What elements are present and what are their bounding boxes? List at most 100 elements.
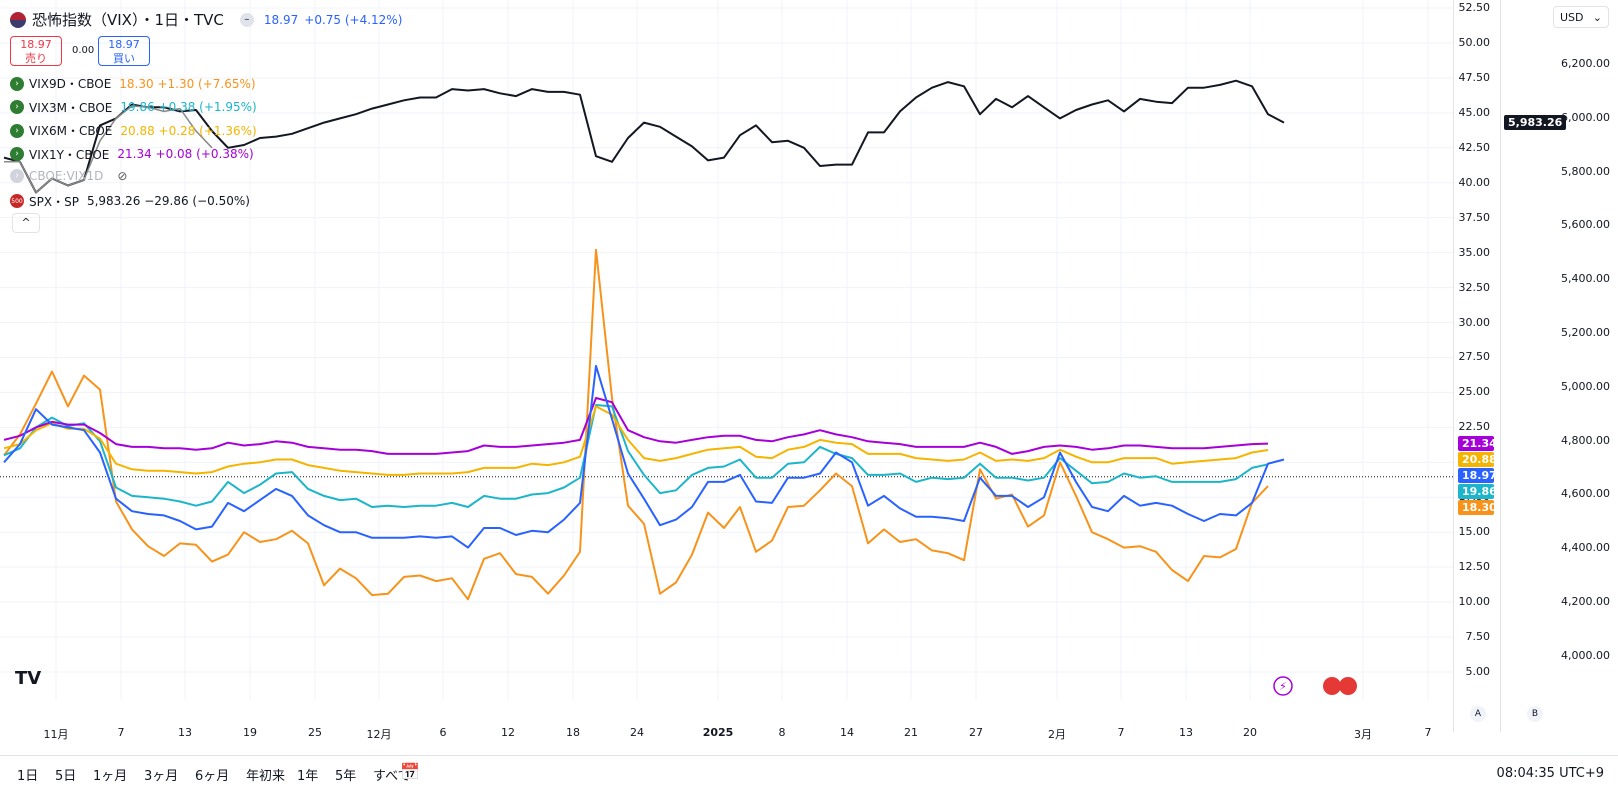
range-button[interactable]: 5年 bbox=[335, 769, 357, 784]
chart-plot[interactable]: ⚡ TV bbox=[0, 0, 1500, 732]
legend-symbol: VIX9D・CBOE bbox=[29, 77, 112, 91]
last-value-tag: 19.86 bbox=[1458, 483, 1497, 499]
right-axis-tick-label: 4,600.00 bbox=[1561, 487, 1610, 501]
range-button[interactable]: 3ヶ月 bbox=[144, 769, 179, 784]
range-button[interactable]: 1ヶ月 bbox=[93, 769, 128, 784]
series-line-spx[interactable] bbox=[3, 79, 1285, 194]
lightning-icon: ⚡ bbox=[1279, 680, 1287, 693]
calendar-icon[interactable]: 📅 bbox=[400, 762, 420, 781]
auto-scale-button[interactable]: A bbox=[1470, 706, 1486, 722]
us-flag-icon[interactable] bbox=[1339, 677, 1357, 695]
time-axis-label: 2025 bbox=[702, 726, 734, 739]
legend-symbol: VIX1Y・CBOE bbox=[29, 147, 110, 162]
right-axis-tick-label: 5,200.00 bbox=[1561, 326, 1610, 339]
gridlines bbox=[0, 0, 1453, 700]
series-icon: › bbox=[10, 100, 24, 114]
event-icon[interactable] bbox=[1273, 676, 1293, 696]
us-flag-icon[interactable] bbox=[1323, 677, 1341, 695]
series-icon: › bbox=[10, 147, 24, 161]
legend-row[interactable]: › VIX3M・CBOE 19.86 +0.38 (+1.95%) bbox=[10, 99, 257, 116]
right-axis-tick-label: 6,000.00 bbox=[1561, 110, 1610, 124]
time-axis-label: 19 bbox=[243, 726, 257, 739]
legend-symbol: VIX3M・CBOE bbox=[29, 100, 113, 115]
left-axis-tick-label: 47.50 bbox=[1458, 70, 1491, 84]
sell-price: 18.97 bbox=[20, 38, 52, 51]
right-axis-tick-label: 5,800.00 bbox=[1561, 164, 1610, 178]
last-value-tag: 20.88 bbox=[1458, 451, 1497, 467]
last-value-tag: 21.34 bbox=[1458, 435, 1497, 451]
series-layer bbox=[3, 79, 1285, 601]
range-button[interactable]: 年初来 bbox=[246, 769, 286, 784]
us-flag-icon bbox=[10, 11, 26, 28]
currency-label: USD bbox=[1560, 11, 1584, 24]
series-line-vix1d[interactable] bbox=[4, 105, 213, 194]
svg-text:TV: TV bbox=[15, 668, 41, 689]
symbol-title[interactable]: 恐怖指数（VIX）・1日・TVC bbox=[32, 11, 224, 29]
legend-values: 21.34 +0.08 (+0.38%) bbox=[117, 147, 254, 161]
right-axis-tick-label: 4,000.00 bbox=[1561, 648, 1610, 662]
buy-price: 18.97 bbox=[108, 38, 140, 51]
visibility-toggle[interactable]: – bbox=[239, 12, 254, 27]
time-axis-label: 8 bbox=[778, 726, 786, 739]
right-axis-tick-label: 5,000.00 bbox=[1561, 379, 1610, 393]
left-axis-tick-label: 22.50 bbox=[1458, 420, 1491, 434]
range-button[interactable]: 1年 bbox=[297, 769, 319, 784]
last-value-tag: 18.97 bbox=[1458, 467, 1497, 483]
legend-symbol: SPX・SP bbox=[29, 194, 79, 209]
legend-values: 18.30 +1.30 (+7.65%) bbox=[119, 76, 256, 91]
spread: 0.00 bbox=[72, 45, 95, 56]
currency-select[interactable]: USD ⌄ bbox=[1553, 6, 1609, 28]
clock[interactable]: 08:04:35 UTC+9 bbox=[1496, 766, 1604, 781]
legend-row[interactable]: › VIX9D・CBOE 18.30 +1.30 (+7.65%) bbox=[10, 75, 256, 92]
legend-symbol: CBOE:VIX1D bbox=[29, 169, 104, 183]
buy-button[interactable]: 18.97 買い bbox=[98, 36, 150, 66]
series-line-vix9d[interactable] bbox=[3, 248, 1269, 601]
last-value-tag: 18.30 bbox=[1458, 499, 1497, 515]
left-axis-tick-label: 15.00 bbox=[1458, 525, 1491, 539]
legend-row[interactable]: 500 SPX・SP 5,983.26 −29.86 (−0.50%) bbox=[10, 193, 250, 210]
left-axis-tick-label: 10.00 bbox=[1458, 595, 1491, 609]
buy-label: 買い bbox=[113, 52, 135, 65]
left-axis-tick-label: 27.50 bbox=[1458, 350, 1491, 364]
sell-label: 売り bbox=[25, 52, 47, 65]
left-axis-tick-label: 50.00 bbox=[1458, 35, 1491, 49]
legend-row[interactable]: › CBOE:VIX1D ⊘ bbox=[10, 169, 127, 183]
legend-values: 20.88 +0.28 (+1.36%) bbox=[120, 123, 257, 138]
time-axis-label: 25 bbox=[308, 726, 322, 739]
right-axis-tick-label: 4,400.00 bbox=[1561, 541, 1610, 555]
series-line-vix3m[interactable] bbox=[3, 404, 1269, 508]
time-axis-label: 24 bbox=[630, 726, 644, 739]
range-button[interactable]: すべて bbox=[373, 769, 411, 784]
collapse-legend-button[interactable]: ^ bbox=[12, 213, 40, 233]
legend-symbol: VIX6M・CBOE bbox=[29, 124, 113, 138]
series-line-vix1y[interactable] bbox=[3, 397, 1269, 455]
legend-values: 5,983.26 −29.86 (−0.50%) bbox=[86, 194, 250, 208]
left-axis-tick-label: 30.00 bbox=[1458, 315, 1491, 329]
right-axis-tick-label: 4,800.00 bbox=[1561, 433, 1610, 447]
legend-row[interactable]: › VIX1Y・CBOE 21.34 +0.08 (+0.38%) bbox=[10, 146, 254, 163]
time-axis-label: 7 bbox=[1117, 726, 1125, 739]
bottom-toolbar: 1日 5日 1ヶ月 3ヶ月 6ヶ月 年初来 1年 5年 すべて 📅 08:04:35 UTC+9 bbox=[0, 755, 1618, 792]
range-button[interactable]: 5日 bbox=[55, 769, 77, 784]
time-axis-label: 3月 bbox=[1354, 728, 1372, 741]
time-axis-label: 6 bbox=[439, 726, 447, 739]
series-icon: 500 bbox=[10, 194, 24, 208]
legend-row[interactable]: › VIX6M・CBOE 20.88 +0.28 (+1.36%) bbox=[10, 122, 257, 139]
last-price: 18.97 bbox=[263, 12, 299, 27]
log-scale-button[interactable]: B bbox=[1527, 706, 1543, 722]
series-line-vix6m[interactable] bbox=[3, 405, 1269, 476]
chevron-down-icon: ⌄ bbox=[1592, 11, 1602, 24]
range-button[interactable]: 6ヶ月 bbox=[195, 769, 230, 784]
right-axis-separator bbox=[1500, 0, 1501, 732]
series-line-vix[interactable] bbox=[3, 364, 1285, 549]
time-axis-label: 21 bbox=[904, 726, 918, 739]
time-axis-label: 18 bbox=[566, 726, 580, 739]
sell-button[interactable]: 18.97 売り bbox=[10, 36, 62, 66]
left-axis-tick-label: 35.00 bbox=[1458, 245, 1491, 259]
left-axis-tick-label: 42.50 bbox=[1458, 140, 1491, 154]
hidden-eye-icon[interactable]: ⊘ bbox=[117, 169, 128, 183]
right-axis-tick-label: 6,200.00 bbox=[1561, 57, 1610, 70]
range-button[interactable]: 1日 bbox=[17, 769, 39, 784]
time-axis-label: 2月 bbox=[1048, 728, 1066, 741]
left-axis-tick-label: 32.50 bbox=[1458, 280, 1491, 294]
